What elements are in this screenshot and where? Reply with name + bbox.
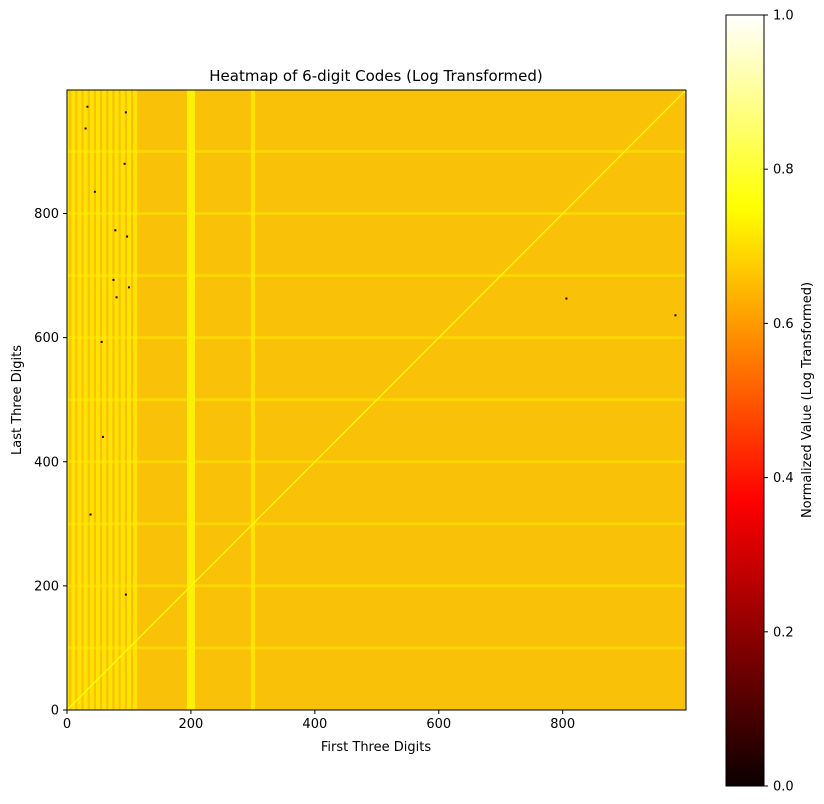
- bright-row: [67, 584, 686, 588]
- x-tick-label: 600: [426, 717, 451, 732]
- colorbar-gradient: [725, 14, 765, 787]
- bright-column: [89, 90, 94, 710]
- x-tick-label: 400: [302, 717, 327, 732]
- bright-column: [250, 90, 255, 710]
- outlier-cell: [112, 278, 115, 281]
- bright-column: [77, 90, 82, 710]
- outlier-cell: [100, 340, 103, 343]
- outlier-cell: [115, 296, 118, 299]
- outlier-cell: [89, 513, 92, 516]
- x-axis-title: First Three Digits: [321, 740, 431, 755]
- bright-column: [71, 90, 76, 710]
- bright-row: [67, 460, 686, 464]
- bright-row: [67, 646, 686, 650]
- outlier-cell: [93, 190, 96, 193]
- colorbar-tick-label: 0.0: [773, 780, 794, 795]
- bright-column: [108, 90, 113, 710]
- bright-column: [120, 90, 125, 710]
- bright-column: [67, 90, 69, 710]
- outlier-cell: [124, 593, 127, 596]
- plot-frame: [66, 89, 687, 711]
- chart-title: Heatmap of 6-digit Codes (Log Transforme…: [209, 67, 543, 85]
- colorbar: 0.0 0.2 0.4 0.6 0.8 1.0 Normalized Value (Log…: [725, 9, 815, 795]
- y-tick-label: 800: [34, 207, 59, 222]
- bright-row: [67, 274, 686, 278]
- outlier-cell: [565, 297, 568, 300]
- bright-column: [133, 90, 138, 710]
- bright-row: [67, 212, 686, 216]
- bright-row: [67, 336, 686, 340]
- y-tick-label: 0: [51, 704, 59, 719]
- bright-column: [83, 90, 88, 710]
- colorbar-tick-label: 1.0: [773, 9, 794, 24]
- colorbar-tick-label: 0.4: [773, 471, 794, 486]
- y-tick-label: 200: [34, 579, 59, 594]
- bright-row: [67, 522, 686, 526]
- outlier-cell: [127, 286, 130, 289]
- outlier-cell: [86, 105, 89, 108]
- outlier-cell: [126, 235, 129, 238]
- y-tick-label: 600: [34, 331, 59, 346]
- bright-column: [186, 90, 195, 710]
- bright-column: [102, 90, 107, 710]
- x-tick-label: 800: [550, 717, 575, 732]
- bright-column: [126, 90, 131, 710]
- x-tick-label: 0: [63, 717, 71, 732]
- x-tick-label: 200: [179, 717, 204, 732]
- outlier-cell: [114, 229, 117, 232]
- outlier-cell: [101, 435, 104, 438]
- heatmap-area: [66, 89, 687, 711]
- bright-row: [67, 149, 686, 153]
- bright-column: [114, 90, 119, 710]
- y-axis: 0 200 400 600 800: [34, 207, 67, 719]
- bright-column: [95, 90, 100, 710]
- outlier-cell: [124, 111, 127, 114]
- colorbar-label: Normalized Value (Log Transformed): [800, 282, 815, 518]
- colorbar-tick-label: 0.8: [773, 163, 794, 178]
- outlier-cell: [123, 162, 126, 165]
- colorbar-tick-label: 0.6: [773, 317, 794, 332]
- outlier-cell: [674, 314, 677, 317]
- colorbar-tick-label: 0.2: [773, 625, 794, 640]
- y-tick-label: 400: [34, 455, 59, 470]
- outlier-cell: [84, 127, 87, 130]
- diagonal-line: [67, 90, 686, 710]
- x-axis: 0 200 400 600 800: [63, 710, 575, 732]
- y-axis-title: Last Three Digits: [10, 345, 25, 455]
